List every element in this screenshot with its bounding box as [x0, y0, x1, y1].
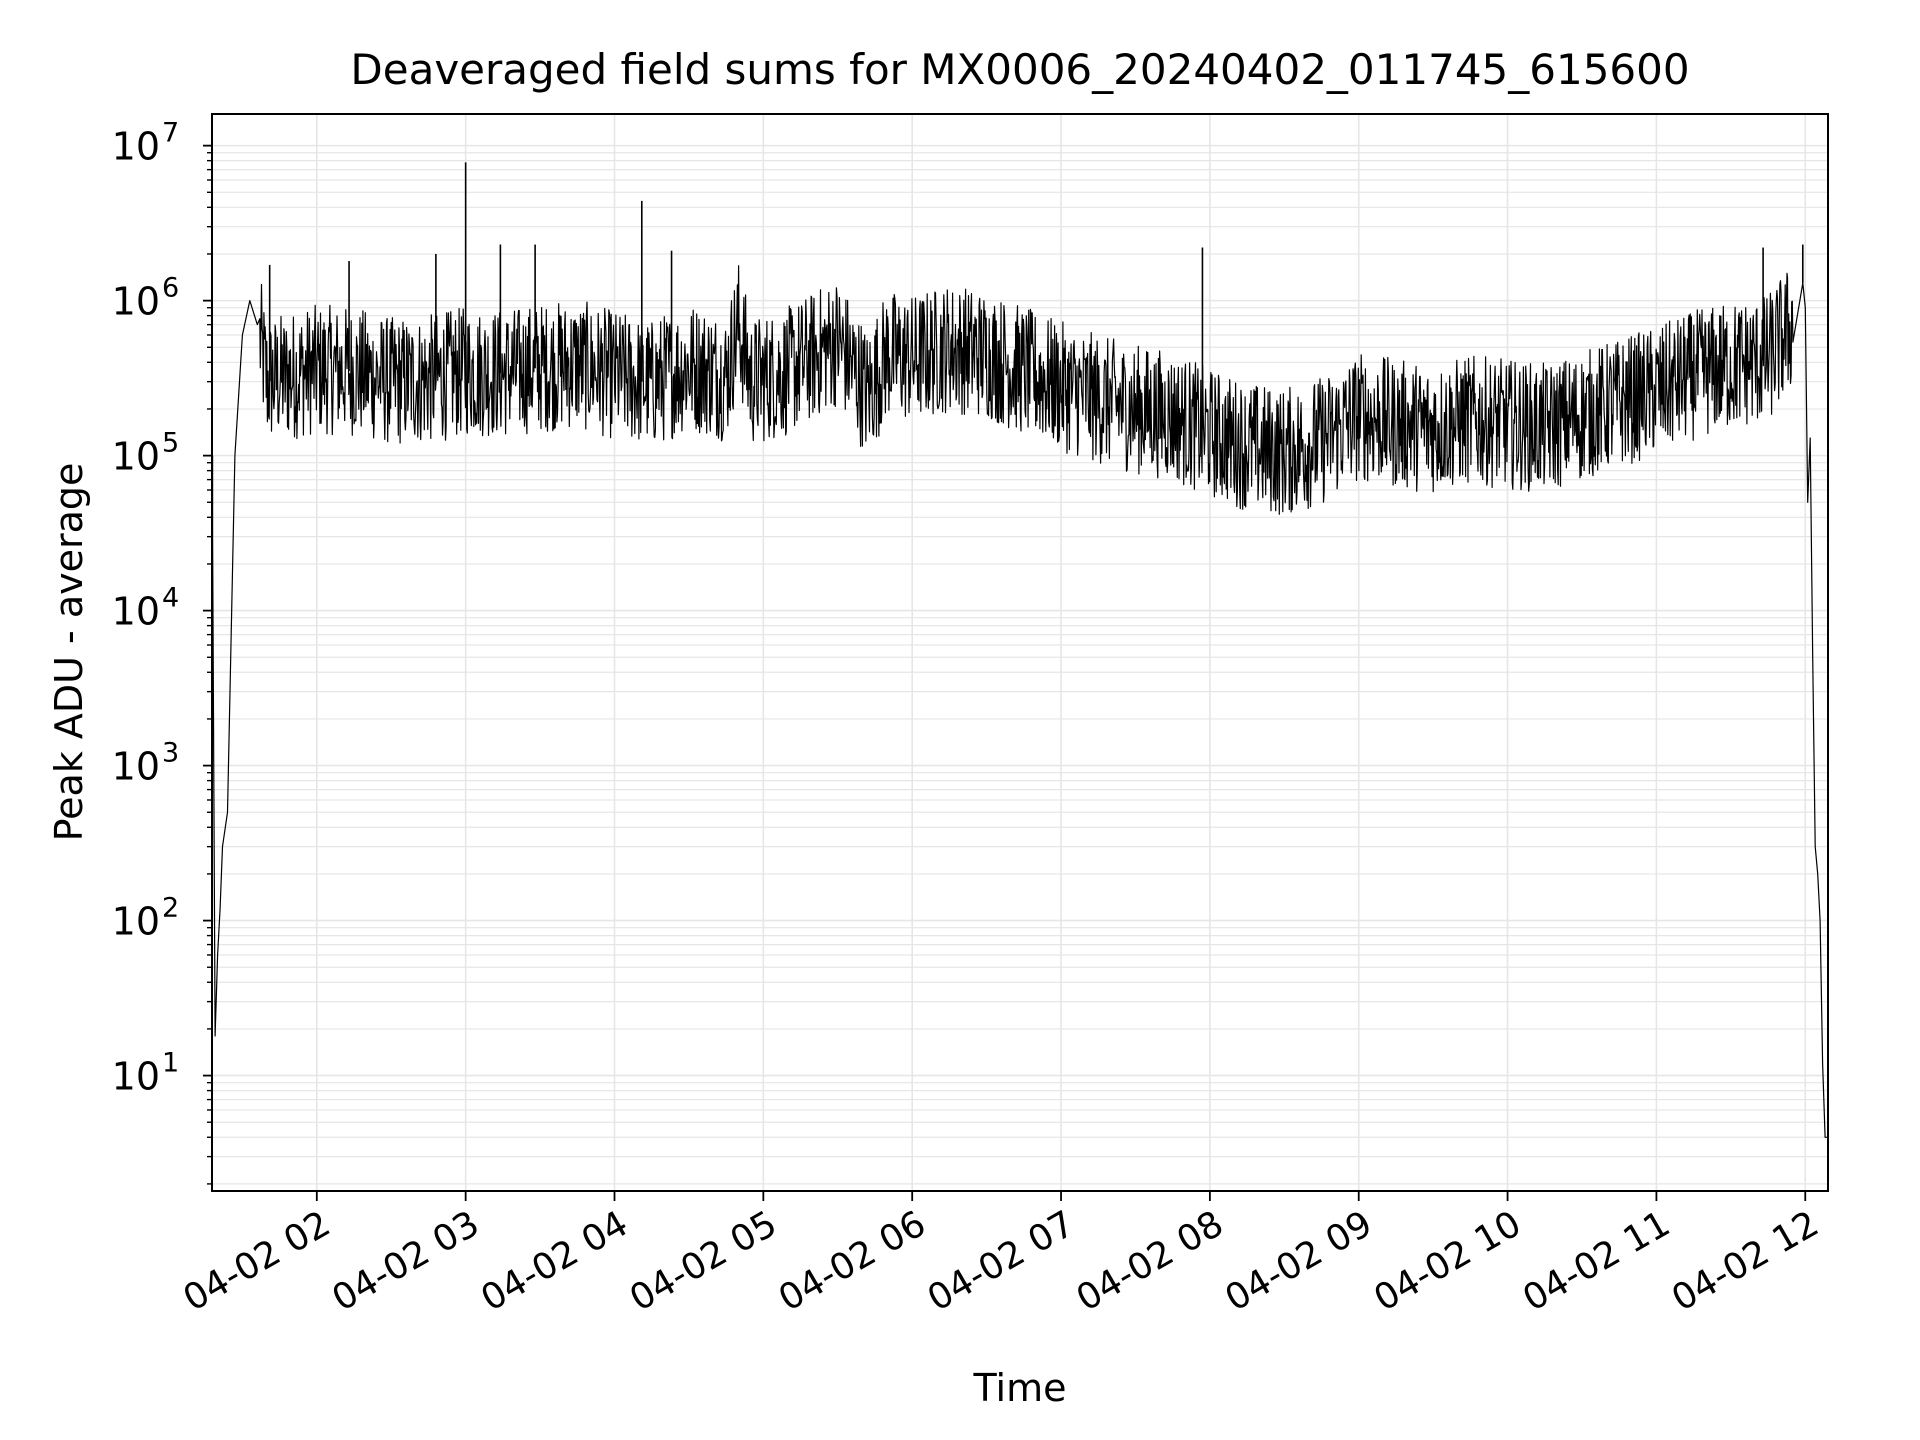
series-line	[212, 265, 1828, 1138]
y-tick-exponent: 4	[162, 583, 179, 614]
x-axis-label: Time	[973, 1366, 1067, 1410]
major-gridlines	[212, 114, 1828, 1191]
y-tick-exponent: 3	[162, 738, 179, 769]
y-tick-label: 10	[112, 900, 160, 944]
y-tick-label: 10	[112, 1055, 160, 1099]
y-tick-label: 10	[112, 280, 160, 324]
y-tick-label: 10	[112, 745, 160, 789]
y-tick-exponent: 2	[162, 893, 179, 924]
plot-frame	[211, 113, 1829, 1192]
y-tick-exponent: 6	[162, 273, 179, 304]
series-layer	[212, 162, 1828, 1138]
y-tick-exponent: 5	[162, 428, 179, 459]
y-tick-exponent: 1	[162, 1048, 179, 1079]
y-tick-label: 10	[112, 435, 160, 479]
y-axis-label: Peak ADU - average	[47, 463, 91, 842]
y-tick-label: 10	[112, 125, 160, 169]
chart-title: Deaveraged field sums for MX0006_2024040…	[350, 45, 1689, 94]
minor-gridlines	[212, 152, 1828, 1185]
y-tick-exponent: 7	[162, 118, 179, 149]
y-tick-label: 10	[112, 590, 160, 634]
